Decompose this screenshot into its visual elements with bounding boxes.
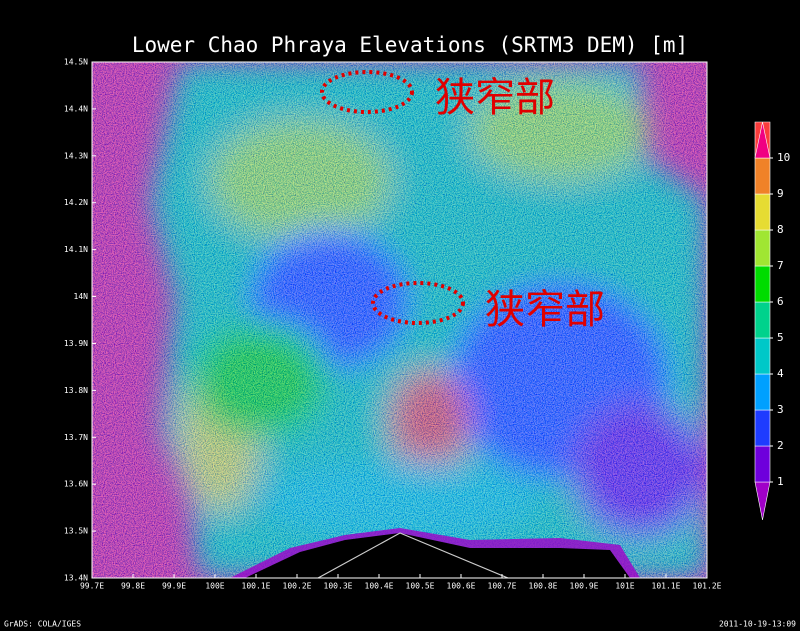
- x-tick-label: 101.1E: [652, 582, 681, 591]
- y-tick-label: 14.4N: [64, 104, 88, 113]
- x-tick-label: 101.2E: [693, 582, 722, 591]
- y-tick-label: 14.3N: [64, 151, 88, 160]
- x-tick-label: 100.4E: [365, 582, 394, 591]
- colorbar-segment: [755, 230, 770, 266]
- chart-title: Lower Chao Phraya Elevations (SRTM3 DEM)…: [132, 33, 688, 57]
- colorbar-label: 4: [777, 367, 784, 380]
- colorbar-label: 7: [777, 259, 784, 272]
- x-tick-label: 100.7E: [488, 582, 517, 591]
- colorbar-label: 9: [777, 187, 784, 200]
- x-tick-label: 100.2E: [283, 582, 312, 591]
- y-tick-label: 14.5N: [64, 58, 88, 67]
- x-tick-label: 100.1E: [242, 582, 271, 591]
- colorbar-label: 6: [777, 295, 784, 308]
- x-tick-label: 100.3E: [324, 582, 353, 591]
- page: 狭窄部 狭窄部 Lower Chao Phraya Elevations (SR…: [0, 0, 800, 631]
- y-tick-label: 14N: [74, 292, 89, 301]
- x-tick-label: 100.9E: [570, 582, 599, 591]
- annotation: 狭窄部: [435, 75, 555, 121]
- colorbar-segment: [755, 266, 770, 302]
- colorbar-segment: [755, 446, 770, 482]
- colorbar-segment: [755, 194, 770, 230]
- colorbar-label: 10: [777, 151, 790, 164]
- y-tick-label: 13.6N: [64, 480, 88, 489]
- colorbar-segment: [755, 410, 770, 446]
- colorbar-label: 3: [777, 403, 784, 416]
- colorbar-label: 5: [777, 331, 784, 344]
- x-tick-label: 101E: [615, 582, 634, 591]
- y-tick-label: 14.2N: [64, 198, 88, 207]
- y-tick-label: 13.7N: [64, 433, 88, 442]
- y-tick-label: 13.9N: [64, 339, 88, 348]
- colorbar-segment: [755, 302, 770, 338]
- y-tick-label: 13.4N: [64, 574, 88, 583]
- colorbar-segment: [755, 158, 770, 194]
- footer-right: 2011-10-19-13:09: [719, 620, 796, 629]
- x-tick-label: 99.9E: [162, 582, 186, 591]
- annotation: 狭窄部: [485, 287, 605, 333]
- x-tick-label: 99.7E: [80, 582, 104, 591]
- y-tick-label: 14.1N: [64, 245, 88, 254]
- x-tick-label: 99.8E: [121, 582, 145, 591]
- colorbar-label: 1: [777, 475, 784, 488]
- y-tick-label: 13.5N: [64, 527, 88, 536]
- x-tick-label: 100E: [205, 582, 224, 591]
- x-tick-label: 100.8E: [529, 582, 558, 591]
- y-tick-label: 13.8N: [64, 386, 88, 395]
- colorbar-label: 2: [777, 439, 784, 452]
- x-tick-label: 100.5E: [406, 582, 435, 591]
- colorbar-segment: [755, 374, 770, 410]
- colorbar-segment: [755, 338, 770, 374]
- x-tick-label: 100.6E: [447, 582, 476, 591]
- footer-left: GrADS: COLA/IGES: [4, 620, 81, 629]
- colorbar-label: 8: [777, 223, 784, 236]
